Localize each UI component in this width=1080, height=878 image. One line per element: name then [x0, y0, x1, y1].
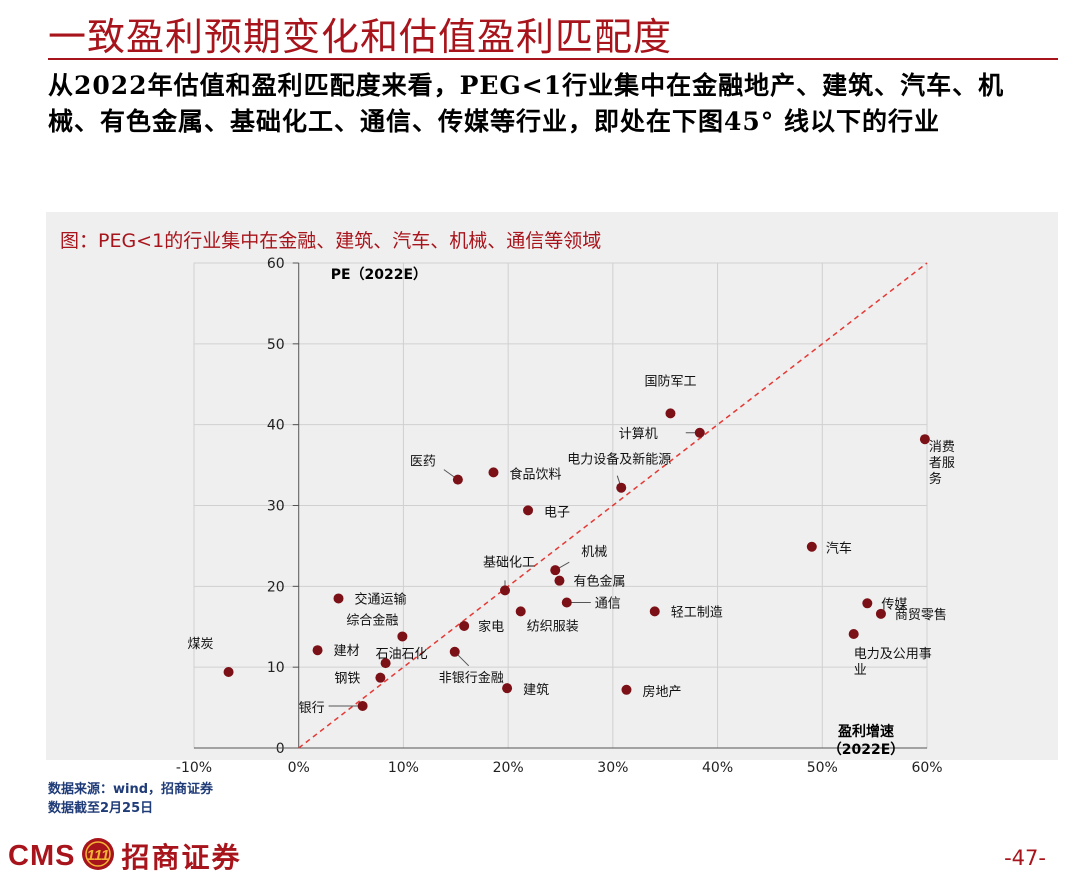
- point-label: 消费: [929, 440, 955, 455]
- data-point: [397, 631, 408, 642]
- source-line: 数据来源：wind，招商证券: [48, 782, 214, 797]
- data-point: [449, 646, 460, 657]
- x-tick-label: 50%: [807, 760, 838, 776]
- point-label: 非银行金融: [439, 670, 504, 686]
- y-tick-label: 10: [267, 660, 285, 676]
- x-tick-label: 20%: [493, 760, 524, 776]
- data-point: [616, 482, 627, 493]
- source-date-line: 数据截至2月25日: [48, 801, 154, 816]
- data-point: [550, 565, 561, 576]
- x-tick-label: 10%: [388, 760, 419, 776]
- data-point: [862, 598, 873, 609]
- data-point: [649, 606, 660, 617]
- data-point: [621, 684, 632, 695]
- y-tick-label: 30: [267, 499, 285, 515]
- page-number: -47-: [1004, 846, 1046, 870]
- brand-logo: CMS 111 招商证券: [8, 838, 241, 874]
- point-label: 建材: [334, 644, 360, 659]
- point-label: 房地产: [642, 684, 681, 700]
- point-label: 商贸零售: [895, 607, 947, 623]
- y-axis-label: PE（2022E）: [331, 267, 427, 283]
- y-tick-label: 50: [267, 337, 285, 353]
- point-label: 银行: [299, 701, 325, 716]
- reference-45-line: [298, 262, 928, 749]
- data-point: [380, 658, 391, 669]
- point-label: 建筑: [523, 682, 549, 698]
- point-label: 有色金属: [573, 574, 625, 590]
- data-point: [333, 593, 344, 604]
- logo-cms-text: CMS: [8, 839, 76, 872]
- x-tick-label: 30%: [597, 760, 628, 776]
- point-label: 国防军工: [644, 373, 696, 389]
- data-point: [312, 645, 323, 656]
- x-tick-label: 0%: [288, 760, 310, 776]
- y-tick-label: 40: [267, 418, 285, 434]
- point-label: 传媒: [881, 597, 907, 612]
- logo-emblem-icon: 111: [81, 837, 115, 875]
- point-label: 纺织服装: [527, 619, 579, 634]
- point-label: 电力设备及新能源: [567, 452, 671, 468]
- point-label: 通信: [595, 597, 621, 612]
- x-tick-label: 40%: [702, 760, 733, 776]
- logo-cn-text: 招商证券: [121, 841, 242, 874]
- data-point: [459, 620, 470, 631]
- data-point: [561, 597, 572, 608]
- data-point: [875, 608, 886, 619]
- point-label: 电子: [544, 505, 570, 520]
- point-label: 综合金融: [346, 612, 398, 628]
- page-title: 一致盈利预期变化和估值盈利匹配度: [48, 15, 673, 59]
- logo-emblem-text: 111: [87, 847, 110, 864]
- point-label: 电力及公用事: [854, 647, 932, 662]
- point-label: 家电: [478, 619, 504, 635]
- point-label: 煤炭: [188, 637, 214, 652]
- point-label: 机械: [581, 545, 607, 560]
- x-tick-label: -10%: [176, 760, 212, 776]
- data-point: [694, 427, 705, 438]
- data-point: [523, 505, 534, 516]
- point-label: 业: [854, 663, 867, 678]
- point-label: 者服: [929, 456, 955, 471]
- data-point: [919, 434, 930, 445]
- data-point: [375, 672, 386, 683]
- y-tick-label: 0: [276, 741, 285, 757]
- point-label: 钢铁: [334, 672, 360, 687]
- page-subtitle: 从2022年估值和盈利匹配度来看，PEG<1行业集中在金融地产、建筑、汽车、机械…: [48, 71, 1005, 136]
- data-point: [554, 575, 565, 586]
- x-axis-label: （2022E）: [828, 742, 905, 758]
- point-label: 交通运输: [355, 591, 407, 607]
- x-tick-label: 60%: [911, 760, 942, 776]
- data-source: 数据来源：wind，招商证券 数据截至2月25日: [48, 780, 213, 818]
- x-axis-label: 盈利增速: [837, 723, 894, 740]
- point-label: 医药: [410, 455, 436, 470]
- chart-title: 图：PEG<1的行业集中在金融、建筑、汽车、机械、通信等领域: [60, 230, 602, 252]
- data-point: [848, 629, 859, 640]
- point-label: 汽车: [826, 541, 852, 557]
- title-divider: [48, 58, 1058, 60]
- data-point: [502, 683, 513, 694]
- data-point: [500, 585, 511, 596]
- data-point: [452, 474, 463, 485]
- y-tick-label: 60: [267, 256, 285, 272]
- point-label: 基础化工: [483, 555, 535, 570]
- data-point: [223, 667, 234, 678]
- y-tick-label: 20: [267, 579, 285, 595]
- point-label: 务: [929, 471, 942, 487]
- point-label: 计算机: [619, 427, 658, 442]
- data-point: [806, 541, 817, 552]
- data-point: [488, 467, 499, 478]
- point-label: 石油石化: [376, 647, 428, 662]
- chart-panel: [46, 212, 1058, 760]
- point-label: 食品饮料: [509, 466, 561, 482]
- data-point: [515, 606, 526, 617]
- data-point: [357, 700, 368, 711]
- point-label: 轻工制造: [671, 605, 723, 620]
- data-point: [665, 408, 676, 419]
